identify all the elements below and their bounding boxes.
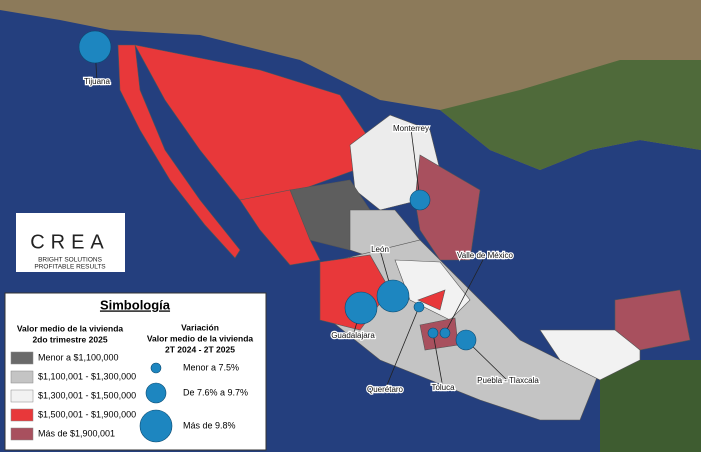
legend-subtitle: 2T 2024 - 2T 2025	[165, 344, 235, 354]
city-bubble	[455, 329, 477, 351]
central-america	[600, 360, 701, 452]
city-bubble	[78, 30, 112, 64]
legend-swatch	[10, 370, 34, 384]
city-label: Valle de México	[457, 251, 513, 260]
leader-line	[384, 306, 420, 391]
logo-box	[16, 213, 125, 272]
logo-tagline: BRIGHT SOLUTIONS	[38, 257, 102, 264]
city-bubble	[413, 301, 425, 313]
logo-name: CREA	[30, 231, 110, 253]
city-label: Monterrey	[393, 124, 429, 133]
cities: Tijuana Monterrey León Valle de México Guada…	[78, 30, 541, 395]
city-bubble	[409, 189, 431, 211]
state	[117, 44, 241, 259]
legend-swatch	[10, 351, 34, 365]
legend-label: Más de $1,900,001	[38, 428, 115, 438]
legend-bubble	[150, 362, 162, 374]
logo-tagline: PROFITABLE RESULTS	[34, 264, 106, 271]
legend-bubble	[139, 409, 173, 443]
legend-subtitle: Variación	[181, 322, 219, 332]
logo: CREA BRIGHT SOLUTIONS PROFITABLE RESULTS	[16, 213, 125, 272]
leader-line	[444, 255, 486, 334]
legend-title: Simbología	[100, 297, 171, 312]
city-label: León	[371, 245, 389, 254]
city-bubble	[427, 327, 439, 339]
state	[417, 289, 446, 311]
city-label: Puebla - Tlaxcala	[477, 376, 539, 385]
legend-swatch	[10, 408, 34, 422]
legend: Simbología Valor medio de la vivienda 2d…	[4, 292, 267, 451]
legend-swatch	[10, 389, 34, 403]
legend-label: De 7.6% a 9.7%	[183, 387, 248, 397]
legend-subtitle: Valor medio de la vivienda	[147, 333, 254, 343]
legend-swatch	[10, 427, 34, 441]
legend-bubble	[145, 382, 167, 404]
legend-label: $1,500,001 - $1,900,000	[38, 409, 136, 419]
city-bubble	[344, 291, 378, 325]
state	[614, 289, 691, 351]
legend-subtitle: 2do trimestre 2025	[32, 334, 107, 344]
city-label: Tijuana	[84, 77, 110, 86]
us-land-east	[440, 60, 701, 170]
legend-label: $1,100,001 - $1,300,000	[38, 371, 136, 381]
city-label: Toluca	[431, 383, 455, 392]
legend-label: Menor a 7.5%	[183, 362, 239, 372]
city-bubble	[439, 327, 451, 339]
leader-line	[432, 332, 444, 389]
leader-line	[410, 128, 421, 201]
legend-label: $1,300,001 - $1,500,000	[38, 390, 136, 400]
legend-box	[4, 292, 267, 451]
legend-label: Menor a $1,100,000	[38, 352, 119, 362]
city-label: Querétaro	[367, 385, 404, 394]
legend-subtitle: Valor medio de la vivienda	[17, 323, 124, 333]
legend-label: Más de 9.8%	[183, 420, 236, 430]
city-bubble	[376, 279, 410, 313]
city-label: Guadalajara	[331, 331, 375, 340]
state	[239, 189, 321, 266]
